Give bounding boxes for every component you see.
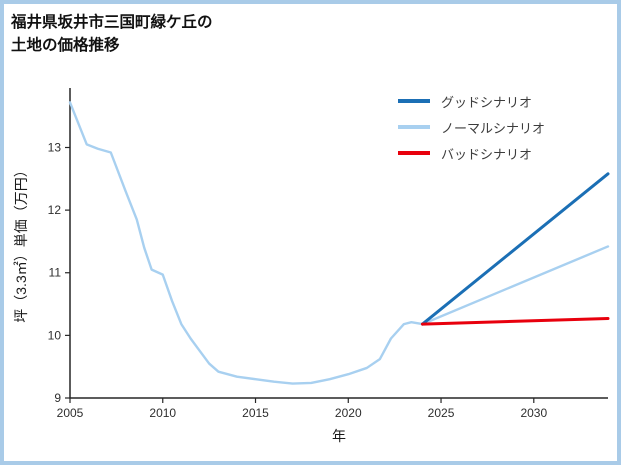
chart-title: 福井県坂井市三国町緑ケ丘の 土地の価格推移 bbox=[11, 11, 213, 57]
normal-scenario-line-swatch bbox=[398, 125, 430, 129]
legend-item-bad-scenario: バッドシナリオ bbox=[398, 140, 545, 166]
price-trend-line-chart: 2005 2010 2015 2020 2025 2030 9 10 11 12 13 年 坪（3.3㎡… bbox=[13, 88, 610, 444]
chart-title-line2: 土地の価格推移 bbox=[11, 37, 120, 54]
legend-item-normal-scenario: ノーマルシナリオ bbox=[398, 114, 545, 140]
chart-title-line1: 福井県坂井市三国町緑ケ丘の bbox=[11, 14, 213, 31]
legend-label-good-scenario: グッドシナリオ bbox=[441, 94, 533, 110]
svg-text:坪（3.3㎡）単価（万円）: 坪（3.3㎡）単価（万円） bbox=[13, 163, 29, 322]
svg-text:12: 12 bbox=[48, 203, 62, 217]
chart-legend: グッドシナリオ ノーマルシナリオ バッドシナリオ bbox=[398, 88, 545, 166]
svg-text:2005: 2005 bbox=[57, 406, 84, 420]
svg-text:13: 13 bbox=[48, 140, 62, 154]
svg-text:9: 9 bbox=[54, 391, 61, 405]
bad-scenario-line-swatch bbox=[398, 151, 430, 155]
legend-label-normal-scenario: ノーマルシナリオ bbox=[441, 120, 546, 136]
svg-text:10: 10 bbox=[48, 328, 62, 342]
svg-text:2030: 2030 bbox=[520, 406, 547, 420]
svg-text:2015: 2015 bbox=[242, 406, 269, 420]
svg-text:11: 11 bbox=[49, 266, 62, 280]
svg-text:年: 年 bbox=[332, 428, 346, 444]
legend-item-good-scenario: グッドシナリオ bbox=[398, 88, 545, 114]
good-scenario-line-swatch bbox=[398, 99, 430, 103]
svg-text:2025: 2025 bbox=[428, 406, 455, 420]
legend-label-bad-scenario: バッドシナリオ bbox=[441, 146, 533, 162]
svg-text:2020: 2020 bbox=[335, 406, 362, 420]
svg-text:2010: 2010 bbox=[149, 406, 176, 420]
